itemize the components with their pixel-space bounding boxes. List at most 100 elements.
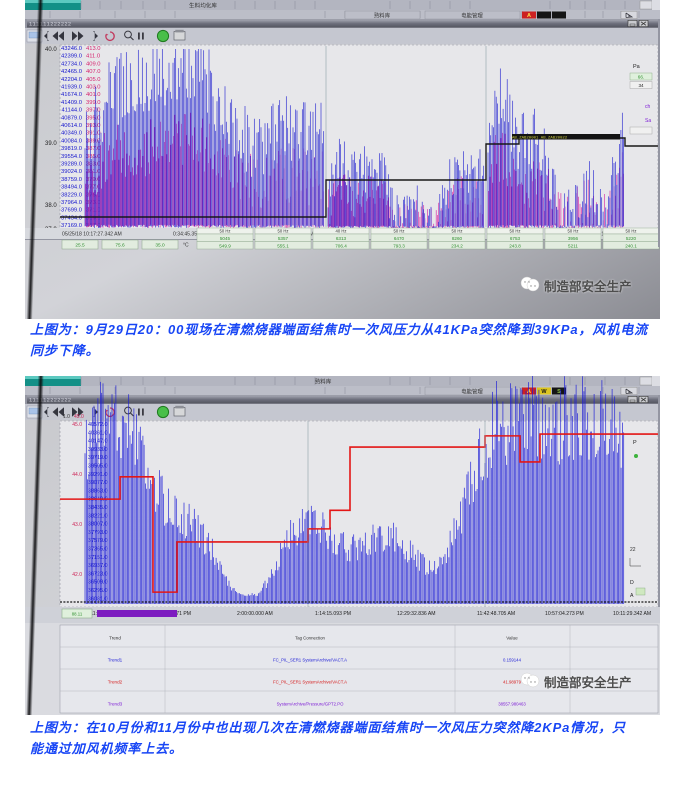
svg-text:39.0: 39.0 bbox=[45, 141, 57, 147]
svg-text:1.0: 1.0 bbox=[63, 414, 70, 420]
svg-text:43.0: 43.0 bbox=[72, 522, 82, 528]
svg-text:37964.0: 37964.0 bbox=[61, 200, 82, 206]
svg-text:549.9: 549.9 bbox=[219, 243, 231, 248]
svg-text:40349.0: 40349.0 bbox=[61, 131, 82, 137]
svg-text:405.0: 405.0 bbox=[86, 77, 101, 83]
svg-text:熟料库: 熟料库 bbox=[374, 12, 391, 20]
svg-text:42734.0: 42734.0 bbox=[61, 61, 82, 67]
svg-text:706.4: 706.4 bbox=[335, 243, 347, 248]
svg-text:111112222222: 111112222222 bbox=[29, 398, 71, 404]
svg-text:413.0: 413.0 bbox=[86, 46, 101, 52]
svg-text:生料均化库: 生料均化库 bbox=[189, 2, 217, 10]
svg-text:°C: °C bbox=[183, 242, 189, 248]
svg-text:25.5: 25.5 bbox=[75, 242, 85, 248]
svg-text:A: A bbox=[527, 389, 531, 395]
svg-text:1:14:15.093 PM: 1:14:15.093 PM bbox=[315, 611, 351, 617]
svg-text:Sa: Sa bbox=[645, 118, 651, 124]
svg-text:2:00:00.000 AM: 2:00:00.000 AM bbox=[237, 611, 273, 617]
svg-text:A: A bbox=[630, 593, 634, 599]
svg-text:D: D bbox=[630, 580, 634, 586]
svg-text:Trend1: Trend1 bbox=[108, 657, 123, 662]
svg-text:42399.0: 42399.0 bbox=[61, 54, 82, 60]
svg-text:38229.0: 38229.0 bbox=[61, 192, 82, 198]
svg-text:111111222222: 111111222222 bbox=[29, 22, 71, 28]
svg-text:Tag Connection: Tag Connection bbox=[295, 635, 325, 640]
svg-text:22: 22 bbox=[630, 547, 636, 553]
svg-text:50 Hz: 50 Hz bbox=[568, 229, 579, 234]
svg-text:793.3: 793.3 bbox=[393, 243, 405, 248]
svg-text:3956: 3956 bbox=[568, 236, 579, 241]
svg-text:401.0: 401.0 bbox=[86, 92, 101, 98]
svg-text:40 Hz: 40 Hz bbox=[336, 229, 347, 234]
svg-text:FC_PIL_SER1 SystemArchive/VACT: FC_PIL_SER1 SystemArchive/VACT.A bbox=[273, 679, 347, 684]
svg-text:Trend2: Trend2 bbox=[108, 679, 123, 684]
svg-text:411.0: 411.0 bbox=[86, 54, 100, 60]
svg-text:35.0: 35.0 bbox=[155, 242, 165, 248]
svg-text:10:11:29.342 AM: 10:11:29.342 AM bbox=[613, 611, 651, 617]
svg-text:88.11: 88.11 bbox=[72, 612, 83, 617]
svg-text:34: 34 bbox=[638, 83, 644, 88]
svg-text:W: W bbox=[541, 389, 547, 395]
svg-text:Pa: Pa bbox=[633, 64, 641, 70]
svg-text:41.98979: 41.98979 bbox=[503, 679, 522, 684]
svg-text:8260: 8260 bbox=[452, 236, 463, 241]
svg-text:38759.0: 38759.0 bbox=[61, 177, 82, 183]
svg-text:50 Hz: 50 Hz bbox=[626, 229, 637, 234]
svg-text:37699.0: 37699.0 bbox=[61, 208, 82, 214]
svg-text:38494.0: 38494.0 bbox=[61, 185, 82, 191]
svg-text:39289.0: 39289.0 bbox=[61, 162, 82, 168]
svg-text:45.0: 45.0 bbox=[72, 422, 82, 428]
svg-text:44.0: 44.0 bbox=[72, 472, 82, 478]
svg-text:75.6: 75.6 bbox=[115, 242, 125, 248]
svg-text:50 Hz: 50 Hz bbox=[510, 229, 521, 234]
svg-text:66.: 66. bbox=[638, 74, 644, 79]
svg-text:05/25/18 10:17:27.342 AM: 05/25/18 10:17:27.342 AM bbox=[62, 232, 122, 238]
svg-text:40084.0: 40084.0 bbox=[61, 138, 82, 144]
svg-text:42204.0: 42204.0 bbox=[61, 77, 82, 83]
svg-text:50 Hz: 50 Hz bbox=[278, 229, 289, 234]
svg-text:37434.0: 37434.0 bbox=[61, 215, 82, 221]
svg-text:5211: 5211 bbox=[568, 243, 578, 248]
svg-text:P: P bbox=[633, 440, 637, 446]
svg-text:Value: Value bbox=[506, 635, 518, 640]
svg-text:10:57:04.273 PM: 10:57:04.273 PM bbox=[545, 611, 584, 617]
svg-text:电能管理: 电能管理 bbox=[461, 388, 483, 396]
svg-text:40879.0: 40879.0 bbox=[61, 115, 82, 121]
svg-text:43246.0: 43246.0 bbox=[61, 46, 82, 52]
svg-text:391.0: 391.0 bbox=[86, 131, 101, 137]
svg-text:395.0: 395.0 bbox=[86, 115, 101, 121]
svg-text:555.1: 555.1 bbox=[277, 243, 289, 248]
svg-text:SystemArchive/Pressure/GPT2.PO: SystemArchive/Pressure/GPT2.PO bbox=[277, 701, 345, 706]
svg-text:243.8: 243.8 bbox=[509, 243, 521, 248]
svg-text:Trend: Trend bbox=[109, 635, 121, 640]
svg-text:电能管理: 电能管理 bbox=[461, 12, 483, 20]
svg-text:38.0: 38.0 bbox=[45, 203, 57, 209]
svg-text:40614.0: 40614.0 bbox=[61, 123, 82, 129]
svg-text:42.0: 42.0 bbox=[72, 572, 82, 578]
svg-text:0.159144: 0.159144 bbox=[503, 657, 522, 662]
svg-text:39554.0: 39554.0 bbox=[61, 154, 82, 160]
svg-text:39819.0: 39819.0 bbox=[61, 146, 82, 152]
svg-text:50 Hz: 50 Hz bbox=[452, 229, 463, 234]
svg-text:熟料库: 熟料库 bbox=[315, 378, 332, 386]
svg-text:45.0: 45.0 bbox=[74, 414, 84, 420]
svg-text:38557.980463: 38557.980463 bbox=[498, 701, 526, 706]
svg-text:AB.ZAB20001 AB.ZAB20022: AB.ZAB20001 AB.ZAB20022 bbox=[512, 137, 568, 141]
svg-text:50 Hz: 50 Hz bbox=[220, 229, 231, 234]
svg-text:240.1: 240.1 bbox=[625, 243, 637, 248]
svg-text:5357: 5357 bbox=[278, 236, 289, 241]
svg-text:6313: 6313 bbox=[336, 236, 347, 241]
svg-text:397.0: 397.0 bbox=[86, 108, 101, 114]
svg-text:41409.0: 41409.0 bbox=[61, 100, 82, 106]
svg-text:40.0: 40.0 bbox=[45, 47, 57, 53]
svg-text:5045: 5045 bbox=[220, 236, 231, 241]
svg-text:FC_PIL_SER1 SystemArchive/VACT: FC_PIL_SER1 SystemArchive/VACT.A bbox=[273, 657, 347, 662]
svg-text:5220: 5220 bbox=[626, 236, 637, 241]
svg-text:403.0: 403.0 bbox=[86, 85, 101, 91]
svg-text:42465.0: 42465.0 bbox=[61, 69, 82, 75]
svg-text:11:42:48.705 AM: 11:42:48.705 AM bbox=[477, 611, 515, 617]
svg-text:234.2: 234.2 bbox=[451, 243, 463, 248]
svg-text:393.0: 393.0 bbox=[86, 123, 101, 129]
svg-text:399.0: 399.0 bbox=[86, 100, 101, 106]
svg-text:50 Hz: 50 Hz bbox=[394, 229, 405, 234]
